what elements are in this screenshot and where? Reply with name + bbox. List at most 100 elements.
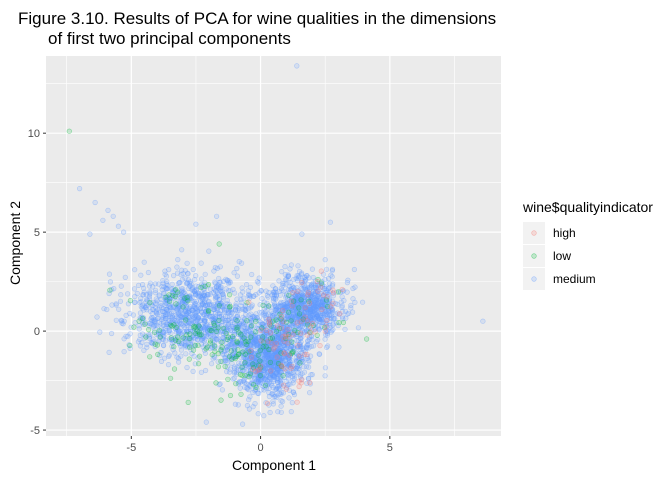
data-point	[239, 342, 246, 348]
data-point	[235, 347, 241, 353]
data-point	[174, 354, 180, 360]
data-point	[255, 379, 261, 385]
data-point	[273, 317, 279, 323]
data-point	[276, 357, 282, 364]
data-point	[226, 281, 232, 287]
data-point	[274, 376, 280, 382]
data-point	[207, 302, 213, 308]
data-point	[243, 326, 249, 332]
data-point	[344, 280, 351, 286]
data-point	[248, 320, 254, 326]
data-point	[273, 386, 280, 393]
data-point	[265, 340, 271, 346]
data-point	[274, 347, 280, 354]
data-point	[189, 310, 195, 317]
data-point	[183, 336, 189, 342]
data-point	[299, 231, 305, 237]
data-point	[160, 306, 166, 312]
plot-panel	[46, 56, 501, 436]
data-point	[280, 358, 286, 364]
data-point	[205, 303, 211, 309]
data-point	[287, 381, 293, 387]
data-point	[213, 294, 219, 300]
data-point	[195, 290, 201, 296]
data-point	[176, 305, 182, 311]
data-point	[289, 400, 295, 406]
data-point	[120, 321, 126, 327]
data-point	[252, 355, 258, 361]
data-point	[229, 323, 236, 330]
data-point	[181, 324, 187, 330]
data-point	[183, 320, 189, 326]
data-point	[259, 329, 266, 335]
data-point	[109, 302, 115, 308]
data-point	[240, 320, 246, 326]
data-point	[276, 355, 282, 361]
data-point	[268, 344, 274, 350]
data-point	[198, 329, 204, 335]
data-point	[274, 349, 280, 356]
data-point	[248, 384, 254, 390]
data-point	[272, 362, 278, 369]
data-point	[236, 321, 243, 327]
data-point	[199, 301, 205, 307]
data-point	[272, 336, 278, 343]
data-point	[282, 328, 288, 334]
data-point	[252, 341, 258, 348]
data-point	[193, 319, 199, 325]
data-point	[232, 354, 238, 360]
data-point	[231, 327, 237, 333]
data-point	[205, 291, 211, 297]
data-point	[199, 284, 205, 290]
data-point	[220, 291, 226, 298]
data-point	[227, 304, 233, 310]
data-point	[196, 323, 202, 329]
data-point	[266, 342, 272, 348]
data-point	[192, 288, 198, 295]
data-point	[155, 332, 161, 338]
data-point	[273, 350, 279, 356]
data-point	[156, 309, 162, 316]
data-point	[308, 372, 314, 378]
data-point	[205, 310, 211, 316]
data-point	[222, 303, 228, 309]
data-point	[289, 344, 295, 350]
data-point	[182, 342, 189, 348]
data-point	[250, 371, 256, 378]
data-point	[291, 376, 298, 382]
data-point	[213, 293, 219, 299]
data-point	[227, 345, 233, 351]
data-point	[193, 313, 199, 319]
data-point	[271, 318, 277, 324]
data-point	[147, 321, 153, 327]
data-point	[207, 321, 214, 327]
data-point	[187, 279, 193, 285]
data-point	[163, 273, 170, 279]
data-point	[261, 365, 267, 372]
data-point	[179, 314, 185, 320]
data-point	[266, 353, 272, 359]
data-point	[165, 311, 171, 317]
data-point	[303, 287, 309, 293]
data-point	[281, 330, 287, 336]
data-point	[276, 350, 282, 356]
data-point	[167, 302, 173, 308]
data-point	[211, 334, 217, 340]
data-point	[142, 304, 148, 311]
data-point	[254, 362, 260, 369]
data-point	[258, 363, 264, 369]
data-point	[171, 290, 177, 296]
data-point	[187, 341, 193, 348]
data-point	[200, 291, 207, 298]
data-point	[254, 346, 260, 352]
data-point	[268, 318, 274, 324]
data-point	[266, 380, 272, 386]
data-point	[266, 393, 273, 400]
data-point	[265, 349, 272, 355]
data-point	[233, 381, 239, 387]
data-point	[253, 311, 259, 317]
data-point	[185, 322, 191, 328]
data-point	[195, 293, 201, 299]
data-point	[285, 370, 291, 376]
data-point	[175, 328, 181, 334]
